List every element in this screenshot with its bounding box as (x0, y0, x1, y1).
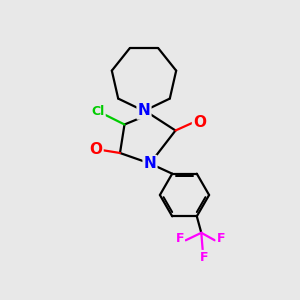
Text: O: O (89, 142, 103, 158)
Text: O: O (193, 115, 206, 130)
Text: F: F (200, 251, 208, 264)
Text: N: N (138, 103, 150, 118)
Text: F: F (176, 232, 184, 245)
Text: Cl: Cl (92, 105, 105, 118)
Text: N: N (144, 156, 156, 171)
Text: F: F (217, 232, 225, 245)
